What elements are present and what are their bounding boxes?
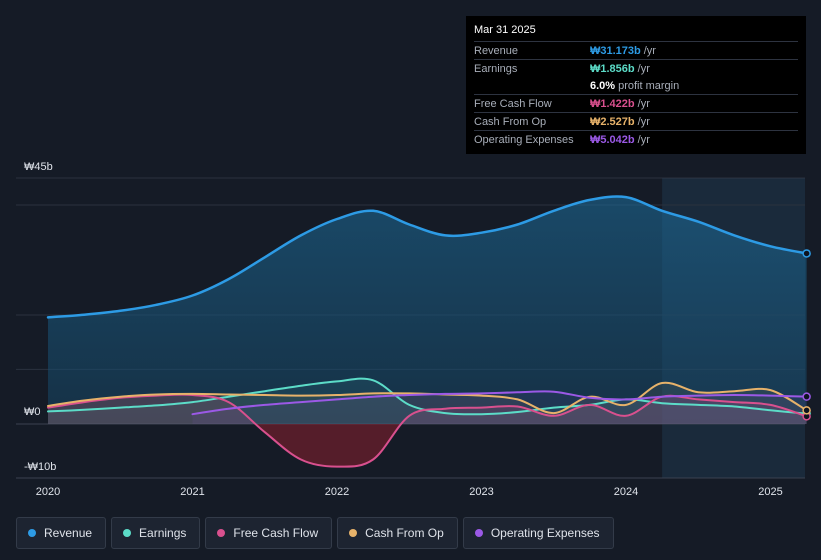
revenue-area bbox=[48, 196, 807, 424]
tooltip-value: ₩31.173b bbox=[590, 44, 641, 57]
legend: Revenue Earnings Free Cash Flow Cash Fro… bbox=[16, 517, 614, 549]
tooltip-row-revenue: Revenue ₩31.173b /yr bbox=[474, 41, 798, 59]
legend-item-revenue[interactable]: Revenue bbox=[16, 517, 107, 549]
revenue-end-marker bbox=[802, 249, 811, 258]
legend-item-free-cash-flow[interactable]: Free Cash Flow bbox=[205, 517, 333, 549]
tooltip-value: 6.0% bbox=[590, 79, 616, 92]
legend-item-operating-expenses[interactable]: Operating Expenses bbox=[462, 517, 614, 549]
tooltip-value: ₩2.527b bbox=[590, 115, 635, 128]
x-tick-label: 2021 bbox=[180, 486, 204, 498]
tooltip-date: Mar 31 2025 bbox=[474, 24, 536, 36]
revenue-line bbox=[46, 195, 808, 319]
tooltip-row-cfo: Cash From Op ₩2.527b /yr bbox=[474, 112, 798, 130]
x-tick-label: 2024 bbox=[614, 486, 638, 498]
tooltip: Mar 31 2025 Revenue ₩31.173b /yr Earning… bbox=[466, 16, 806, 154]
tooltip-label: Cash From Op bbox=[474, 115, 547, 128]
tooltip-label: Operating Expenses bbox=[474, 133, 574, 146]
y-tick-label: -₩10b bbox=[24, 461, 56, 473]
free-cash-flow-area bbox=[48, 394, 807, 424]
tooltip-unit: profit margin bbox=[618, 79, 680, 92]
free-cash-flow-dot-icon bbox=[217, 529, 226, 537]
tooltip-unit: /yr bbox=[637, 133, 650, 146]
tooltip-row-margin: 6.0% profit margin bbox=[474, 77, 798, 94]
tooltip-row-opex: Operating Expenses ₩5.042b /yr bbox=[474, 130, 798, 148]
legend-label: Earnings bbox=[139, 526, 187, 540]
y-tick-label: ₩45b bbox=[24, 161, 53, 173]
tooltip-label: Revenue bbox=[474, 44, 519, 57]
tooltip-label: Free Cash Flow bbox=[474, 97, 552, 110]
tooltip-value: ₩5.042b bbox=[590, 133, 635, 146]
operating-expenses-line bbox=[191, 390, 808, 416]
legend-label: Revenue bbox=[44, 526, 93, 540]
tooltip-unit: /yr bbox=[643, 44, 656, 57]
x-tick-label: 2023 bbox=[469, 486, 493, 498]
tooltip-value: ₩1.422b bbox=[590, 97, 635, 110]
cash-from-op-dot-icon bbox=[349, 529, 358, 537]
x-tick-label: 2025 bbox=[758, 486, 782, 498]
tooltip-unit: /yr bbox=[637, 115, 650, 128]
legend-label: Free Cash Flow bbox=[233, 526, 319, 540]
operating-expenses-dot-icon bbox=[474, 529, 483, 537]
x-tick-label: 2020 bbox=[36, 486, 60, 498]
tooltip-unit: /yr bbox=[637, 97, 650, 110]
legend-item-earnings[interactable]: Earnings bbox=[111, 517, 201, 549]
tooltip-row-fcf: Free Cash Flow ₩1.422b /yr bbox=[474, 94, 798, 112]
earnings-area bbox=[48, 378, 807, 424]
tooltip-value: ₩1.856b bbox=[590, 62, 635, 75]
legend-item-cash-from-op[interactable]: Cash From Op bbox=[337, 517, 458, 549]
chart-svg: ₩45b ₩0 -₩10b 2020 2021 2022 2023 2024 2025 bbox=[16, 161, 811, 498]
tooltip-unit: /yr bbox=[637, 62, 650, 75]
legend-label: Cash From Op bbox=[365, 526, 444, 540]
earnings-dot-icon bbox=[123, 529, 132, 537]
tooltip-label: Earnings bbox=[474, 62, 518, 75]
x-tick-label: 2022 bbox=[325, 486, 349, 498]
cash-from-op-end-marker bbox=[802, 406, 811, 415]
y-tick-label: ₩0 bbox=[24, 406, 41, 418]
revenue-dot-icon bbox=[28, 529, 36, 537]
legend-label: Operating Expenses bbox=[490, 526, 600, 540]
operating-expenses-end-marker bbox=[802, 392, 811, 401]
tooltip-row-earnings: Earnings ₩1.856b /yr bbox=[474, 59, 798, 77]
